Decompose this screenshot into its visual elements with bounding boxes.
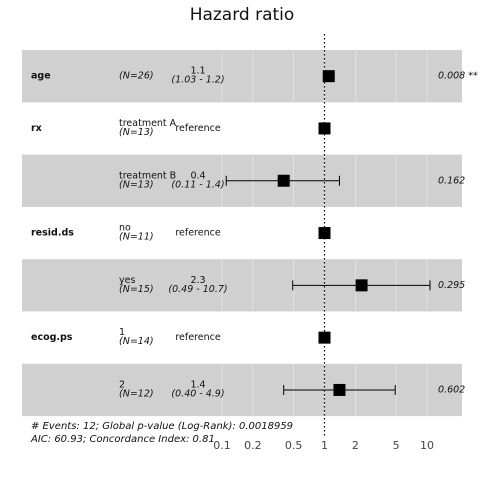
x-tick-label: 2: [352, 439, 359, 452]
p-value: 0.295: [438, 280, 465, 291]
hr-point: [322, 70, 335, 83]
level-label: treatment B: [119, 170, 176, 181]
level-label: yes: [119, 275, 135, 286]
level-label: 2: [119, 379, 125, 390]
variable-label: ecog.ps: [31, 332, 73, 343]
hr-label: 1.1: [190, 66, 205, 77]
level-label: 1: [119, 327, 125, 338]
hr-label: 1.4: [190, 379, 205, 390]
ci-label: (0.11 - 1.4): [171, 179, 224, 190]
n-label: (N=11): [119, 232, 154, 243]
footnote: # Events: 12; Global p-value (Log-Rank):…: [31, 421, 293, 432]
p-value: 0.162: [438, 175, 465, 186]
hr-label: reference: [175, 332, 221, 343]
hr-point: [277, 174, 290, 187]
variable-label: resid.ds: [31, 228, 74, 239]
x-tick-label: 1: [321, 439, 328, 452]
hr-label: reference: [175, 123, 221, 134]
x-tick-label: 0.1: [213, 439, 231, 452]
hr-point: [318, 122, 331, 135]
hr-point: [318, 227, 331, 240]
x-tick-label: 0.2: [244, 439, 262, 452]
hr-point: [355, 279, 368, 292]
ci-label: (0.40 - 4.9): [171, 388, 224, 399]
hr-label: 2.3: [190, 275, 205, 286]
footnote: AIC: 60.93; Concordance Index: 0.81: [30, 434, 215, 445]
n-label: (N=13): [119, 127, 154, 138]
chart-title: Hazard ratio: [190, 5, 295, 25]
hr-label: 0.4: [190, 170, 205, 181]
variable-label: rx: [31, 123, 42, 134]
x-tick-label: 0.5: [285, 439, 303, 452]
p-value: 0.602: [438, 384, 465, 395]
level-label: no: [119, 223, 131, 234]
hr-point: [318, 331, 331, 344]
n-label: (N=14): [119, 336, 154, 347]
variable-label: age: [31, 71, 51, 82]
hr-label: reference: [175, 228, 221, 239]
n-label: (N=15): [119, 284, 154, 295]
hr-point: [333, 383, 346, 396]
x-tick-label: 10: [420, 439, 434, 452]
x-tick-label: 5: [393, 439, 400, 452]
n-label: (N=13): [119, 179, 154, 190]
ci-label: (0.49 - 10.7): [168, 284, 227, 295]
level-label: treatment A: [119, 118, 177, 129]
n-label: (N=26): [119, 71, 154, 82]
ci-label: (1.03 - 1.2): [171, 75, 224, 86]
p-value: 0.008 **: [438, 71, 478, 82]
n-label: (N=12): [119, 388, 154, 399]
row-band: [22, 50, 462, 103]
